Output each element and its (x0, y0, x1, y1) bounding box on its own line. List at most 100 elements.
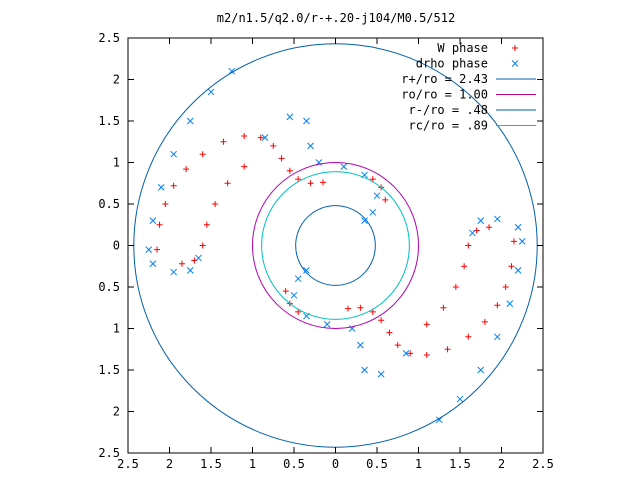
data-point (481, 318, 488, 325)
y-tick-label: 1.5 (98, 114, 120, 128)
x-tick-label: 0.5 (366, 457, 388, 471)
data-point (386, 329, 393, 336)
data-point (444, 346, 451, 353)
data-point (323, 320, 331, 328)
y-tick-label: 0 (113, 239, 120, 253)
data-point (282, 288, 289, 295)
data-point (369, 208, 377, 216)
data-point (307, 180, 314, 187)
x-tick-label: 1.5 (449, 457, 471, 471)
data-point (369, 308, 376, 315)
y-tick-label: 2 (113, 73, 120, 87)
data-point (241, 132, 248, 139)
data-point (357, 341, 364, 349)
data-point (183, 166, 190, 173)
data-point (290, 291, 298, 299)
circle-ro (252, 162, 419, 329)
legend-label: drho phase (416, 57, 488, 71)
data-point (286, 113, 294, 121)
axes: 2.5 2 1.5 1 0.5 0 0.5 1 1.5 2 2.52.521.510.500.511… (98, 31, 554, 471)
data-point (514, 223, 522, 231)
x-tick-label: 0 (332, 457, 339, 471)
data-point (178, 260, 185, 267)
data-point (295, 308, 302, 315)
x-tick-label: 2.5 (532, 457, 554, 471)
x-tick-label: 2.5 (117, 457, 139, 471)
legend-swatch (511, 60, 519, 67)
data-point (186, 267, 194, 274)
data-point (340, 163, 348, 171)
data-point (145, 246, 153, 254)
data-point (382, 196, 389, 203)
series-w-phase (154, 132, 517, 359)
x-tick-label: 1 (415, 457, 422, 471)
x-tick-label: 0.5 (283, 457, 305, 471)
data-point (154, 246, 161, 253)
data-point (199, 242, 206, 249)
data-point (149, 217, 157, 224)
circle-rc (261, 171, 410, 320)
y-tick-label: 1 (113, 322, 120, 336)
y-tick-label: 2.5 (98, 31, 120, 45)
data-point (303, 267, 310, 274)
x-tick-label: 1 (249, 457, 256, 471)
data-point (506, 300, 514, 307)
x-tick-label: 1.5 (200, 457, 222, 471)
data-point (510, 238, 517, 245)
data-point (195, 254, 202, 262)
data-point (502, 284, 509, 290)
data-point (452, 284, 459, 290)
data-point (220, 138, 227, 145)
data-point (423, 352, 430, 359)
data-point (224, 180, 231, 187)
data-point (461, 263, 468, 270)
data-point (212, 201, 219, 207)
data-point (170, 150, 178, 158)
legend-label: ro/ro = 1.00 (401, 88, 488, 102)
y-tick-label: 2.5 (98, 446, 120, 460)
data-point (157, 184, 165, 191)
data-point (270, 142, 277, 149)
data-point (377, 370, 385, 378)
data-point (261, 134, 269, 141)
data-point (170, 182, 177, 189)
data-point (278, 155, 285, 162)
data-point (361, 366, 368, 374)
data-point (241, 163, 248, 170)
data-point (170, 268, 178, 276)
data-point (357, 304, 364, 311)
data-point (373, 192, 381, 200)
data-point (361, 217, 368, 224)
data-point (508, 263, 515, 270)
y-tick-label: 2 (113, 405, 120, 419)
data-point (149, 260, 157, 268)
data-point (423, 321, 430, 328)
data-point (286, 167, 293, 174)
data-point (199, 151, 206, 158)
chart-title: m2/n1.5/q2.0/r-+.20-j104/M0.5/512 (217, 11, 455, 25)
data-point (465, 333, 472, 340)
data-point (518, 237, 526, 245)
x-tick-label: 2 (166, 457, 173, 471)
data-point (465, 242, 472, 249)
data-point (493, 333, 501, 341)
data-point (257, 134, 264, 141)
legend-label: r+/ro = 2.43 (401, 72, 488, 86)
data-point (203, 221, 210, 228)
data-point (295, 176, 302, 183)
data-point (407, 350, 414, 357)
data-point (344, 305, 351, 312)
data-point (369, 176, 376, 183)
data-point (469, 229, 476, 237)
data-point (378, 317, 385, 324)
y-tick-label: 1 (113, 156, 120, 170)
data-point (514, 267, 522, 274)
data-point (477, 217, 485, 224)
data-point (440, 304, 447, 311)
data-point (402, 350, 410, 357)
data-point (394, 342, 401, 349)
circle-r- (295, 205, 376, 286)
data-point (162, 201, 169, 207)
